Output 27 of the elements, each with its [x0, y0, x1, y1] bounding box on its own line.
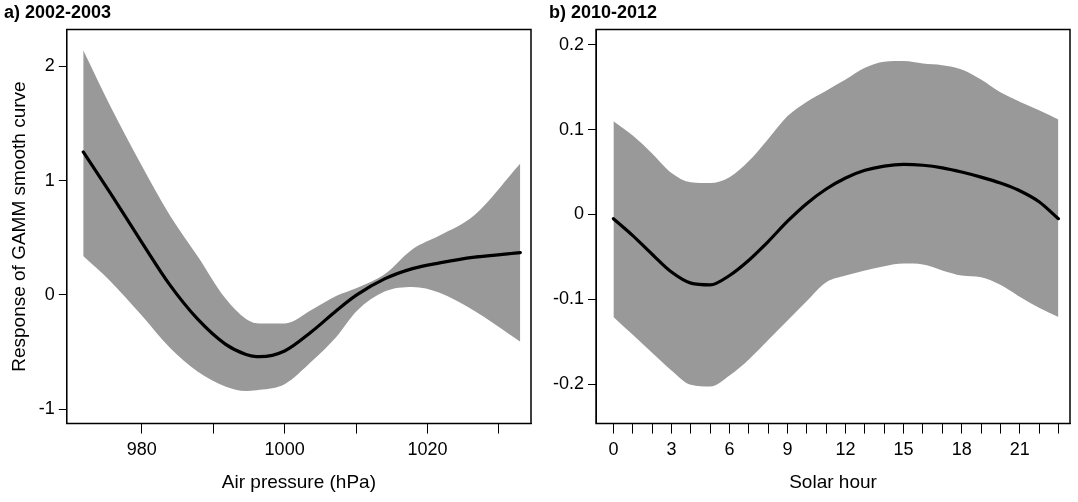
- x-tick-label: 15: [893, 439, 914, 460]
- chart-title: b) 2010-2012: [549, 1, 658, 22]
- x-tick-label: 21: [1009, 439, 1030, 460]
- x-axis-title: Solar hour: [789, 470, 878, 492]
- y-tick-label: 0.1: [558, 118, 585, 139]
- x-tick-label: 980: [126, 439, 157, 460]
- y-tick-label: 0: [574, 203, 585, 224]
- y-tick-label: -0.2: [552, 372, 585, 393]
- line-series: [611, 162, 1060, 287]
- y-tick-label: 0: [44, 283, 55, 304]
- x-tick-label: 9: [782, 439, 793, 460]
- x-tick-label: 3: [666, 439, 677, 460]
- x-tick-label: 6: [724, 439, 735, 460]
- x-tick-label: 18: [951, 439, 972, 460]
- x-tick-label: 1020: [407, 439, 448, 460]
- y-tick-label: 1: [44, 169, 55, 190]
- x-axis-title: Air pressure (hPa): [221, 470, 376, 492]
- chart-title: a) 2002-2003: [4, 1, 112, 22]
- x-tick-label: 12: [835, 439, 856, 460]
- y-tick-label: -0.1: [552, 288, 585, 309]
- y-tick-label: 0.2: [558, 33, 585, 54]
- y-tick-label: 2: [44, 55, 55, 76]
- x-tick-label: 1000: [264, 439, 305, 460]
- line-series: [81, 150, 522, 359]
- x-tick-label: 0: [608, 439, 619, 460]
- y-axis-title: Response of GAMM smooth curve: [7, 81, 29, 372]
- y-tick-label: -1: [38, 398, 55, 419]
